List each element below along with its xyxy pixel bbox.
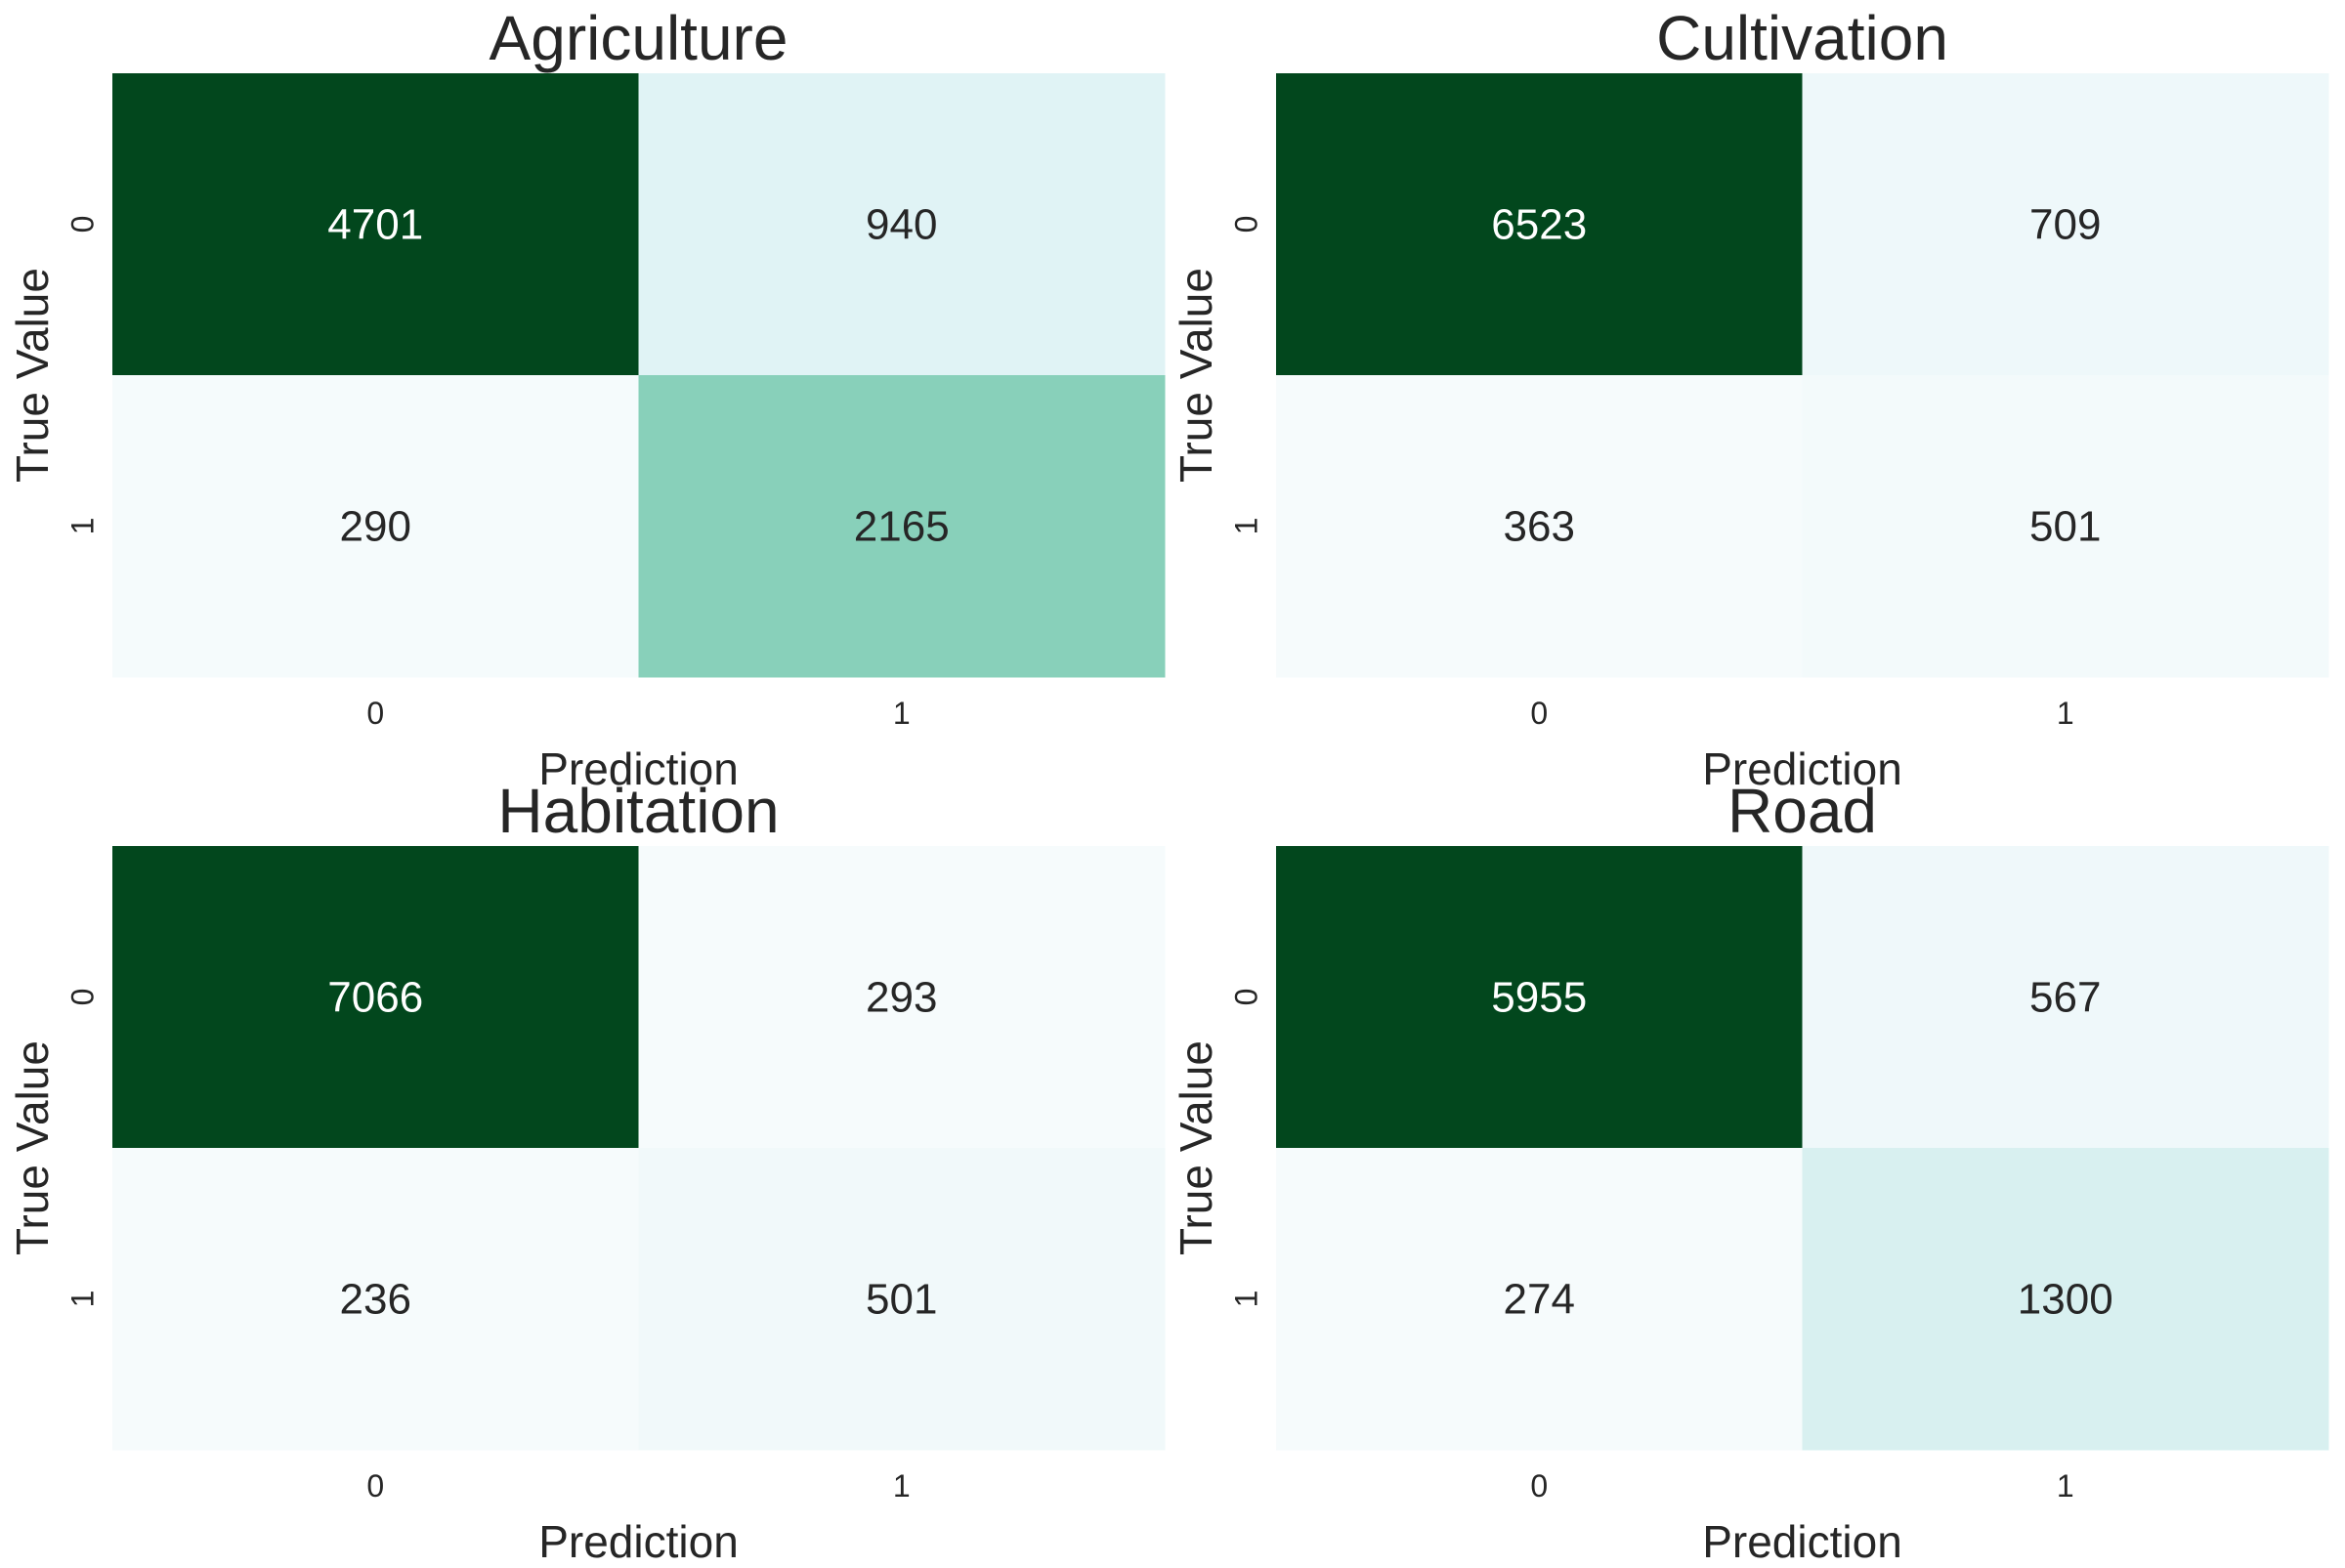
heatmap-panel-3: Road 5955 567 274 1300 0 1 Prediction 0 1 True Val… [1171,776,2329,1567]
y-tick-label: 0 [1228,216,1263,233]
x-tick-label: 0 [366,1468,384,1504]
x-tick-label: 1 [893,696,911,731]
heatmap-cell [1802,846,2329,1149]
heatmap-cell [638,73,1166,376]
heatmap-cell [1276,375,1803,678]
heatmap-panel-0: Agriculture 4701 940 290 2165 0 1 Prediction 0 1 T… [7,3,1166,794]
cell-value-label: 709 [2029,201,2101,249]
y-tick-label: 0 [64,216,100,233]
x-tick-label: 1 [893,1468,911,1504]
panel-title: Road [1727,776,1877,846]
x-tick-label: 0 [1530,1468,1548,1504]
cell-value-label: 5955 [1491,974,1587,1022]
y-tick-label: 1 [1228,1291,1263,1308]
y-tick-label: 1 [64,518,100,535]
cell-value-label: 236 [340,1276,411,1324]
x-axis-label: Prediction [1702,1516,1902,1563]
x-tick-label: 0 [1530,696,1548,731]
heatmap-cell [1276,73,1803,376]
cell-value-label: 293 [866,974,937,1022]
x-axis-label: Prediction [538,1516,739,1563]
y-axis-label: True Value [1171,1040,1221,1255]
cell-value-label: 4701 [327,201,423,249]
x-tick-label: 1 [2057,696,2074,731]
x-tick-label: 0 [366,696,384,731]
cell-value-label: 940 [866,201,937,249]
y-tick-label: 0 [1228,989,1263,1006]
heatmap-cell [112,375,639,678]
panel-title: Cultivation [1656,3,1948,73]
x-axis-label: Prediction [1702,743,1902,794]
heatmap-cell [1802,73,2329,376]
heatmap-panel-1: Cultivation 6523 709 363 501 0 1 Prediction 0 1 Tr… [1171,3,2329,794]
cell-value-label: 290 [340,503,411,551]
cell-value-label: 363 [1504,503,1575,551]
cell-value-label: 501 [2029,503,2101,551]
x-axis-label: Prediction [538,743,739,794]
y-tick-label: 1 [1228,518,1263,535]
y-tick-label: 0 [64,989,100,1006]
y-axis-label: True Value [1171,268,1221,483]
cell-value-label: 2165 [854,503,950,551]
panel-title: Agriculture [490,3,789,73]
y-axis-label: True Value [7,268,58,483]
cell-value-label: 567 [2029,974,2101,1022]
cell-value-label: 501 [866,1276,937,1324]
y-tick-label: 1 [64,1291,100,1308]
cell-value-label: 1300 [2018,1276,2113,1324]
cell-value-label: 6523 [1491,201,1587,249]
heatmap-cell [638,1148,1166,1451]
heatmap-cell [1802,1148,2329,1451]
heatmap-cell [112,1148,639,1451]
panel-title: Habitation [497,776,779,846]
heatmap-cell [1276,1148,1803,1451]
heatmap-cell [638,846,1166,1149]
cell-value-label: 274 [1504,1276,1575,1324]
heatmap-cell [112,846,639,1149]
heatmap-cell [638,375,1166,678]
heatmap-panel-2: Habitation 7066 293 236 501 0 1 Prediction 0 1 Tru… [7,776,1166,1567]
heatmap-cell [1802,375,2329,678]
x-tick-label: 1 [2057,1468,2074,1504]
cell-value-label: 7066 [327,974,423,1022]
y-axis-label: True Value [7,1040,58,1255]
heatmap-cell [1276,846,1803,1149]
heatmap-cell [112,73,639,376]
